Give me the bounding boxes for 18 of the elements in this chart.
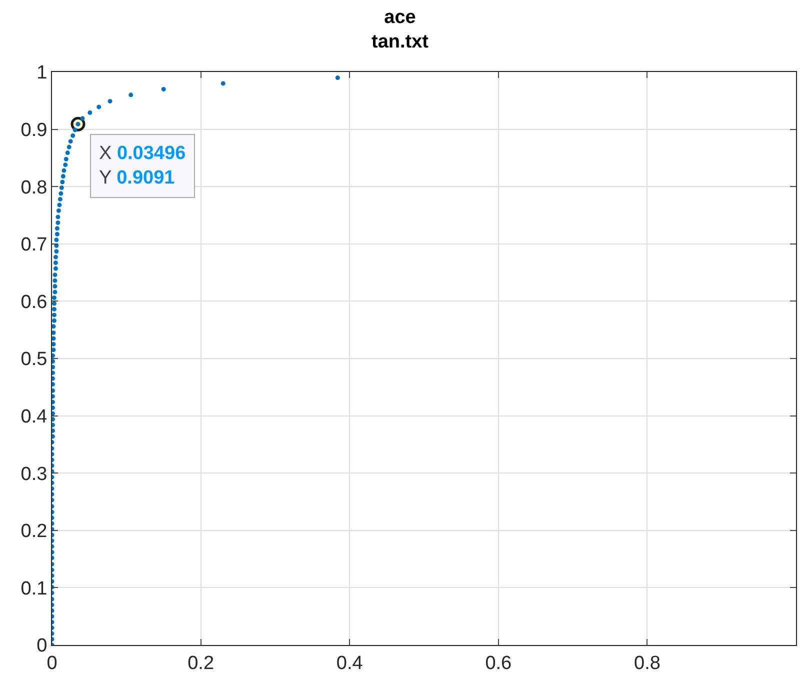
y-tick-label: 0.7 xyxy=(20,234,48,256)
x-tick-label: 0.6 xyxy=(485,652,512,674)
y-tick-label: 0.5 xyxy=(20,349,48,370)
y-tick-label: 0.2 xyxy=(20,521,48,542)
x-tick-label: 0.8 xyxy=(634,652,660,674)
y-tick-label: 0.9 xyxy=(20,120,48,141)
y-tick-label: 1 xyxy=(36,62,48,84)
chart-subtitle: tan.txt xyxy=(372,32,430,52)
annotation: X 0.03496 Y 0.9091 xyxy=(99,143,186,189)
y-tick-label: 0.1 xyxy=(20,578,48,600)
y-tick-label: 0.8 xyxy=(20,177,48,198)
y-tick-label: 0.6 xyxy=(20,292,48,313)
y-tick-label: 0.4 xyxy=(20,406,48,428)
x-tick-label: 0.4 xyxy=(336,652,364,674)
y-tick-label: 0.3 xyxy=(20,464,48,485)
y-tick-label: 0 xyxy=(36,636,48,657)
chart-title: ace xyxy=(384,6,416,28)
x-tick-label: 0.2 xyxy=(188,652,214,674)
